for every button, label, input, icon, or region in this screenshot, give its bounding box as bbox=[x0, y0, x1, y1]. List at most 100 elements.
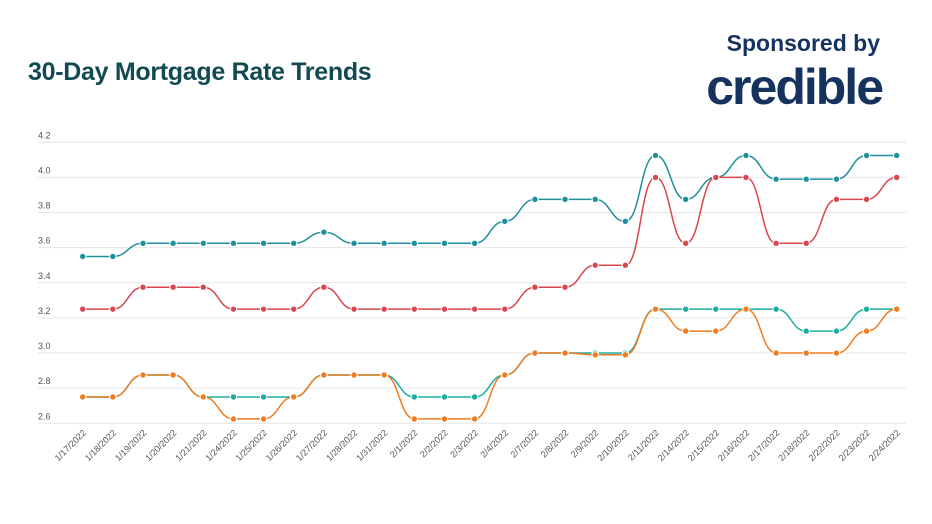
data-point-1 bbox=[380, 305, 388, 313]
data-point-3 bbox=[802, 349, 810, 357]
y-tick-label: 4.0 bbox=[38, 165, 51, 175]
y-tick-label: 3.8 bbox=[38, 201, 51, 211]
chart-title: 30-Day Mortgage Rate Trends bbox=[28, 58, 372, 86]
x-tick-label: 1/17/2022 bbox=[53, 428, 88, 463]
data-point-3 bbox=[320, 371, 328, 379]
x-tick-label: 1/26/2022 bbox=[264, 428, 299, 463]
data-point-3 bbox=[862, 327, 871, 335]
x-tick-label: 1/25/2022 bbox=[234, 428, 269, 463]
data-point-3 bbox=[561, 349, 569, 357]
x-tick-label: 1/24/2022 bbox=[203, 428, 238, 463]
data-point-1 bbox=[139, 283, 147, 291]
x-tick-label: 1/31/2022 bbox=[354, 428, 389, 463]
data-point-1 bbox=[802, 239, 810, 247]
data-point-1 bbox=[470, 305, 479, 313]
data-point-3 bbox=[440, 415, 449, 423]
data-point-3 bbox=[350, 371, 358, 379]
data-point-0 bbox=[651, 151, 660, 160]
y-tick-label: 2.8 bbox=[38, 376, 51, 386]
data-point-0 bbox=[290, 239, 298, 247]
data-point-2 bbox=[410, 393, 419, 401]
data-point-3 bbox=[591, 351, 599, 359]
data-point-0 bbox=[410, 239, 419, 247]
data-point-1 bbox=[621, 261, 630, 269]
data-point-0 bbox=[531, 195, 539, 204]
x-tick-label: 2/10/2022 bbox=[595, 428, 630, 463]
data-point-1 bbox=[109, 305, 117, 313]
data-point-1 bbox=[350, 305, 358, 313]
x-tick-label: 1/20/2022 bbox=[143, 428, 178, 463]
data-point-0 bbox=[802, 175, 810, 183]
y-tick-label: 3.4 bbox=[38, 271, 51, 281]
data-point-1 bbox=[651, 173, 660, 182]
x-tick-label: 1/27/2022 bbox=[294, 428, 329, 463]
data-point-3 bbox=[501, 371, 509, 379]
data-point-1 bbox=[229, 305, 238, 313]
x-tick-label: 2/2/2022 bbox=[418, 428, 450, 460]
data-point-0 bbox=[621, 217, 630, 226]
data-point-1 bbox=[862, 195, 871, 204]
data-point-2 bbox=[862, 305, 871, 313]
data-point-3 bbox=[380, 371, 388, 379]
data-point-0 bbox=[440, 239, 449, 247]
data-point-0 bbox=[169, 239, 177, 247]
data-point-1 bbox=[410, 305, 419, 313]
x-tick-label: 2/18/2022 bbox=[776, 428, 811, 463]
data-point-2 bbox=[772, 305, 780, 313]
data-point-0 bbox=[501, 217, 509, 226]
data-point-2 bbox=[832, 327, 841, 335]
x-tick-label: 1/19/2022 bbox=[113, 428, 148, 463]
data-point-2 bbox=[229, 393, 238, 401]
data-point-3 bbox=[651, 305, 660, 313]
data-point-2 bbox=[681, 305, 690, 313]
data-point-2 bbox=[259, 393, 268, 401]
x-tick-label: 2/3/2022 bbox=[448, 428, 480, 460]
data-point-0 bbox=[742, 151, 750, 160]
x-tick-label: 1/28/2022 bbox=[324, 428, 359, 463]
y-tick-label: 2.6 bbox=[38, 411, 51, 421]
data-point-2 bbox=[470, 393, 479, 401]
data-point-1 bbox=[259, 305, 268, 313]
x-tick-label: 2/8/2022 bbox=[539, 428, 571, 460]
y-tick-label: 4.2 bbox=[38, 130, 51, 140]
data-point-0 bbox=[380, 239, 388, 247]
data-point-3 bbox=[79, 393, 87, 401]
data-point-1 bbox=[772, 239, 780, 247]
data-point-2 bbox=[802, 327, 810, 335]
x-tick-label: 1/18/2022 bbox=[83, 428, 118, 463]
data-point-1 bbox=[320, 283, 328, 291]
data-point-0 bbox=[832, 175, 841, 183]
data-point-3 bbox=[712, 327, 720, 335]
data-point-0 bbox=[893, 151, 901, 160]
data-point-1 bbox=[832, 195, 841, 204]
x-tick-label: 1/21/2022 bbox=[173, 428, 208, 463]
data-point-0 bbox=[350, 239, 358, 247]
data-point-0 bbox=[470, 239, 479, 247]
data-point-0 bbox=[561, 195, 569, 204]
data-point-3 bbox=[229, 415, 238, 423]
data-point-0 bbox=[109, 252, 117, 261]
data-point-1 bbox=[893, 173, 901, 182]
x-tick-label: 2/17/2022 bbox=[746, 428, 781, 463]
data-point-3 bbox=[742, 305, 750, 313]
data-point-0 bbox=[139, 239, 147, 247]
data-point-0 bbox=[772, 175, 780, 183]
data-point-3 bbox=[199, 393, 207, 401]
x-tick-label: 2/15/2022 bbox=[686, 428, 721, 463]
data-point-0 bbox=[681, 195, 690, 204]
data-point-3 bbox=[681, 327, 690, 335]
data-point-0 bbox=[320, 228, 328, 236]
data-point-1 bbox=[440, 305, 449, 313]
data-point-0 bbox=[199, 239, 207, 247]
data-point-1 bbox=[79, 305, 87, 313]
data-point-3 bbox=[139, 371, 147, 379]
data-point-3 bbox=[410, 415, 419, 423]
data-point-1 bbox=[199, 283, 207, 291]
data-point-0 bbox=[229, 239, 238, 247]
data-point-3 bbox=[169, 371, 177, 379]
data-point-1 bbox=[169, 283, 177, 291]
x-tick-label: 2/22/2022 bbox=[806, 428, 841, 463]
series-line-2 bbox=[82, 308, 897, 398]
data-point-1 bbox=[591, 261, 599, 269]
